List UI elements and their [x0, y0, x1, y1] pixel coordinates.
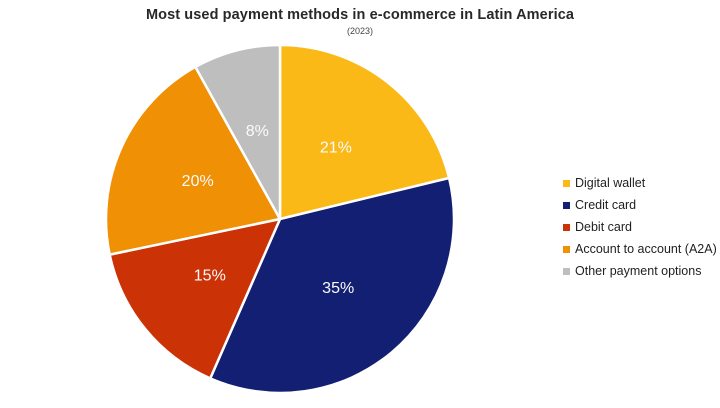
pie-slice-percent-label: 15% [194, 268, 226, 285]
legend-swatch [563, 179, 570, 187]
legend: Digital wallet Credit card Debit card Accou… [563, 172, 717, 282]
legend-swatch [563, 223, 570, 231]
pie-slice-digital-wallet [278, 43, 451, 221]
pie-slice-credit-card [208, 176, 456, 395]
pie-slice-debit-card [108, 217, 282, 380]
legend-label: Account to account (A2A) [575, 242, 717, 256]
legend-label: Credit card [575, 198, 637, 212]
pie-slice-percent-label: 8% [246, 123, 269, 140]
legend-item-debit-card: Debit card [563, 216, 717, 238]
pie-slice-account-to-account-a2a [104, 65, 282, 256]
pie-slice-other-payment-options [194, 43, 282, 221]
legend-swatch [563, 201, 570, 209]
chart-subtitle: (2023) [346, 26, 373, 36]
legend-item-credit-card: Credit card [563, 194, 717, 216]
legend-label: Debit card [575, 220, 632, 234]
pie-slice-percent-label: 20% [182, 173, 214, 190]
chart-title: Most used payment methods in e-commerce … [145, 7, 575, 23]
legend-swatch [563, 267, 570, 275]
pie-slice-percent-label: 21% [320, 139, 352, 156]
legend-item-digital-wallet: Digital wallet [563, 172, 717, 194]
legend-label: Other payment options [575, 264, 702, 278]
legend-swatch [563, 245, 570, 253]
pie-slice-percent-label: 35% [322, 280, 354, 297]
legend-label: Digital wallet [575, 176, 646, 190]
legend-item-other-payment-options: Other payment options [563, 260, 717, 282]
legend-item-account-to-account-a2a: Account to account (A2A) [563, 238, 717, 260]
